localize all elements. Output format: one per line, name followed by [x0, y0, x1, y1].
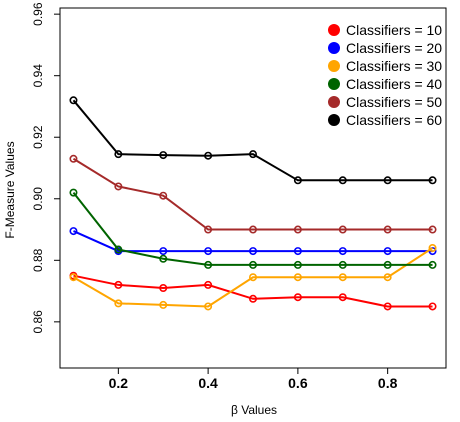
y-axis-title: F-Measure Values — [3, 141, 17, 238]
data-point — [249, 260, 258, 269]
series-2 — [69, 227, 437, 256]
legend-marker — [328, 114, 340, 126]
data-point — [293, 225, 302, 234]
legend-label: Classifiers = 20 — [346, 40, 442, 56]
series-6 — [69, 96, 437, 185]
data-point — [114, 245, 123, 254]
x-tick-label: 0.2 — [109, 375, 129, 391]
data-point — [338, 273, 347, 282]
data-point — [249, 294, 258, 303]
x-tick-label: 0.8 — [378, 375, 398, 391]
data-point — [114, 299, 123, 308]
data-point — [69, 227, 78, 236]
legend-label: Classifiers = 60 — [346, 112, 442, 128]
y-tick-label: 0.94 — [31, 64, 45, 88]
series-line — [72, 192, 433, 266]
data-point — [69, 188, 78, 197]
data-point — [338, 176, 347, 185]
series-1 — [69, 271, 437, 311]
series-4 — [69, 188, 437, 269]
data-point — [159, 283, 168, 292]
data-point — [338, 260, 347, 269]
data-point — [383, 176, 392, 185]
y-tick-label: 0.88 — [31, 248, 45, 272]
data-point — [159, 247, 168, 256]
data-point — [204, 247, 213, 256]
data-point — [249, 150, 258, 159]
legend-marker — [328, 24, 340, 36]
y-tick-label: 0.96 — [31, 2, 45, 26]
legend: Classifiers = 10 Classifiers = 20 Classifi… — [328, 22, 442, 128]
plot-frame — [59, 7, 447, 369]
data-point — [159, 151, 168, 160]
legend-marker — [328, 42, 340, 54]
data-point — [69, 273, 78, 282]
data-point — [159, 191, 168, 200]
data-point — [428, 176, 437, 185]
data-point — [114, 150, 123, 159]
legend-item: Classifiers = 10 — [328, 22, 442, 38]
legend-item: Classifiers = 30 — [328, 58, 442, 74]
series-line — [72, 247, 434, 308]
data-point — [428, 244, 437, 253]
legend-item: Classifiers = 60 — [328, 112, 442, 128]
data-point — [383, 273, 392, 282]
data-point — [159, 254, 168, 263]
series-line — [73, 274, 433, 308]
data-point — [293, 260, 302, 269]
legend-item: Classifiers = 40 — [328, 76, 442, 92]
series-line — [72, 157, 433, 231]
data-point — [383, 302, 392, 311]
legend-label: Classifiers = 50 — [346, 94, 442, 110]
legend-marker — [328, 96, 340, 108]
y-tick-label: 0.90 — [31, 187, 45, 211]
data-point — [204, 280, 213, 289]
data-point — [69, 154, 78, 163]
data-point — [293, 273, 302, 282]
data-point — [293, 247, 302, 256]
series-5 — [69, 154, 437, 234]
y-tick-label: 0.86 — [31, 310, 45, 334]
data-point — [114, 182, 123, 191]
legend-label: Classifiers = 30 — [346, 58, 442, 74]
legend-label: Classifiers = 10 — [346, 22, 442, 38]
x-tick-label: 0.4 — [198, 375, 218, 391]
data-point — [249, 247, 258, 256]
data-point — [204, 225, 213, 234]
data-point — [114, 280, 123, 289]
data-point — [69, 96, 78, 105]
data-point — [159, 300, 168, 309]
data-point — [338, 247, 347, 256]
legend-item: Classifiers = 50 — [328, 94, 442, 110]
data-point — [428, 302, 437, 311]
data-point — [383, 260, 392, 269]
data-point — [428, 225, 437, 234]
data-point — [338, 225, 347, 234]
data-point — [293, 293, 302, 302]
axes: 0.2 0.4 0.6 0.8 0.86 0.88 0.90 0.92 0.94 0.96 — [31, 2, 447, 391]
data-point — [428, 260, 437, 269]
data-point — [293, 176, 302, 185]
series-layer — [69, 96, 437, 311]
data-point — [383, 247, 392, 256]
data-point — [249, 273, 258, 282]
legend-marker — [328, 60, 340, 72]
series-line — [72, 99, 433, 182]
data-point — [204, 151, 213, 160]
data-point — [338, 293, 347, 302]
legend-marker — [328, 78, 340, 90]
data-point — [383, 225, 392, 234]
legend-item: Classifiers = 20 — [328, 40, 442, 56]
data-point — [204, 260, 213, 269]
series-3 — [69, 244, 437, 311]
x-axis-title: β Values — [231, 403, 277, 417]
x-tick-label: 0.6 — [288, 375, 308, 391]
data-point — [249, 225, 258, 234]
y-tick-label: 0.92 — [31, 125, 45, 149]
legend-label: Classifiers = 40 — [346, 76, 442, 92]
series-line — [73, 230, 433, 253]
data-point — [204, 302, 213, 311]
